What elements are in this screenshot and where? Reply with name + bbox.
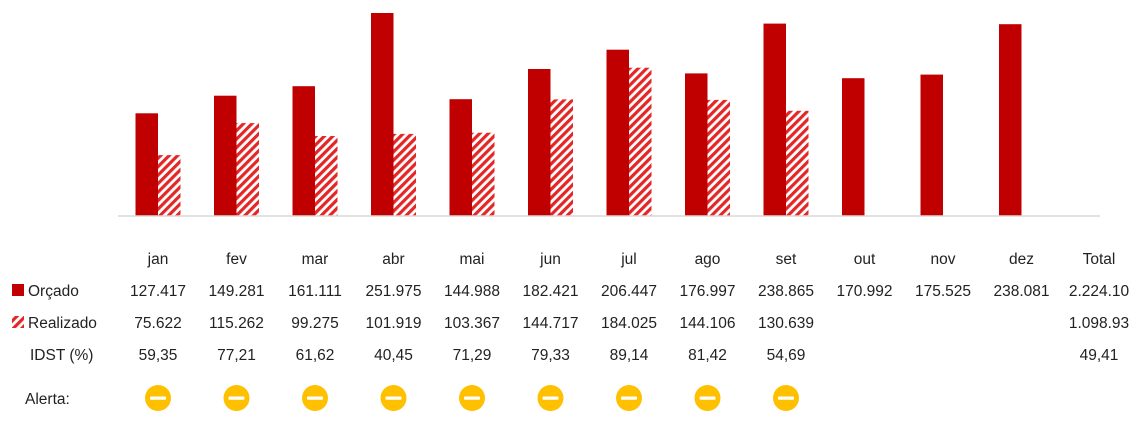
bar-realizado-fev (236, 123, 259, 216)
minus-circle-icon (694, 385, 721, 411)
bar-orcado-ago (685, 73, 708, 217)
legend-label-realizado: Realizado (28, 315, 97, 332)
bar-orcado-mar (292, 86, 315, 216)
bar-orcado-jun (528, 69, 551, 216)
value-idst-jul: 89,14 (610, 347, 649, 364)
row-label-alerta: Alerta: (25, 391, 70, 408)
value-orcado-out: 170.992 (836, 283, 892, 300)
bar-orcado-nov (920, 74, 943, 216)
value-orcado-nov: 175.525 (915, 283, 971, 300)
bar-orcado-out (842, 78, 865, 216)
category-label-ago: ago (695, 251, 721, 268)
category-label-fev: fev (226, 251, 247, 268)
bar-orcado-jan (135, 113, 158, 216)
minus-circle-icon (773, 385, 799, 411)
category-label-jan: jan (147, 251, 169, 268)
value-orcado-mar: 161.111 (288, 283, 342, 300)
legend-label-orcado: Orçado (28, 283, 79, 300)
value-idst-total: 49,41 (1080, 347, 1119, 364)
category-label-nov: nov (931, 251, 956, 268)
value-orcado-jun: 182.421 (522, 283, 578, 300)
minus-circle-icon (616, 385, 642, 411)
bar-realizado-jul (629, 67, 652, 216)
bar-realizado-jun (550, 99, 573, 216)
minus-circle-icon (380, 385, 407, 411)
value-realizado-mar: 99.275 (291, 315, 338, 332)
value-realizado-jul: 184.025 (601, 315, 657, 332)
value-realizado-mai: 103.367 (444, 315, 500, 332)
category-label-total: Total (1083, 251, 1116, 268)
value-realizado-set: 130.639 (758, 315, 814, 332)
category-label-abr: abr (382, 251, 404, 268)
bar-orcado-mai (449, 99, 472, 216)
category-label-mar: mar (302, 251, 329, 268)
data-table: jan fev mar abr mai jun jul ago set out nov dez Tota… (12, 251, 1130, 411)
category-label-jul: jul (620, 251, 637, 268)
bar-realizado-abr (393, 133, 416, 216)
value-realizado-ago: 144.106 (679, 315, 735, 332)
value-idst-mai: 71,29 (453, 347, 492, 364)
minus-circle-icon (537, 385, 564, 411)
value-realizado-abr: 101.919 (365, 315, 421, 332)
value-realizado-jan: 75.622 (134, 315, 181, 332)
value-orcado-ago: 176.997 (679, 283, 735, 300)
value-orcado-mai: 144.988 (444, 283, 500, 300)
value-idst-jun: 79,33 (531, 347, 570, 364)
value-orcado-jul: 206.447 (601, 283, 657, 300)
legend-swatch-realizado (12, 316, 24, 328)
category-label-out: out (854, 251, 876, 268)
bar-orcado-set (763, 23, 786, 216)
value-idst-abr: 40,45 (374, 347, 413, 364)
bar-realizado-set (786, 110, 809, 216)
row-label-idst: IDST (%) (30, 347, 93, 364)
value-realizado-fev: 115.262 (209, 315, 264, 332)
bar-realizado-mar (315, 136, 338, 216)
minus-circle-icon (302, 385, 328, 411)
legend-swatch-orcado (12, 284, 24, 296)
minus-circle-icon (223, 385, 250, 411)
value-orcado-dez: 238.081 (993, 283, 1049, 300)
category-label-mai: mai (460, 251, 485, 268)
value-realizado-total: 1.098.93 (1069, 315, 1129, 332)
value-orcado-set: 238.865 (758, 283, 814, 300)
value-orcado-abr: 251.975 (365, 283, 421, 300)
value-idst-ago: 81,42 (688, 347, 727, 364)
minus-circle-icon (459, 385, 485, 411)
minus-circle-icon (145, 385, 171, 411)
value-idst-set: 54,69 (767, 347, 806, 364)
bar-realizado-mai (472, 132, 495, 216)
bar-orcado-dez (999, 24, 1022, 217)
bar-realizado-ago (707, 99, 730, 216)
category-label-dez: dez (1009, 251, 1034, 268)
bar-orcado-abr (371, 13, 394, 216)
bar-orcado-fev (214, 95, 237, 216)
value-idst-fev: 77,21 (217, 347, 256, 364)
value-realizado-jun: 144.717 (522, 315, 578, 332)
value-orcado-jan: 127.417 (130, 283, 186, 300)
value-idst-mar: 61,62 (296, 347, 335, 364)
category-label-jun: jun (539, 251, 561, 268)
value-orcado-fev: 149.281 (208, 283, 264, 300)
bar-orcado-jul (606, 49, 629, 217)
bar-realizado-jan (158, 155, 181, 216)
value-orcado-total: 2.224.10 (1069, 283, 1130, 300)
bars-layer (135, 13, 1022, 217)
value-idst-jan: 59,35 (139, 347, 178, 364)
category-label-set: set (776, 251, 797, 268)
